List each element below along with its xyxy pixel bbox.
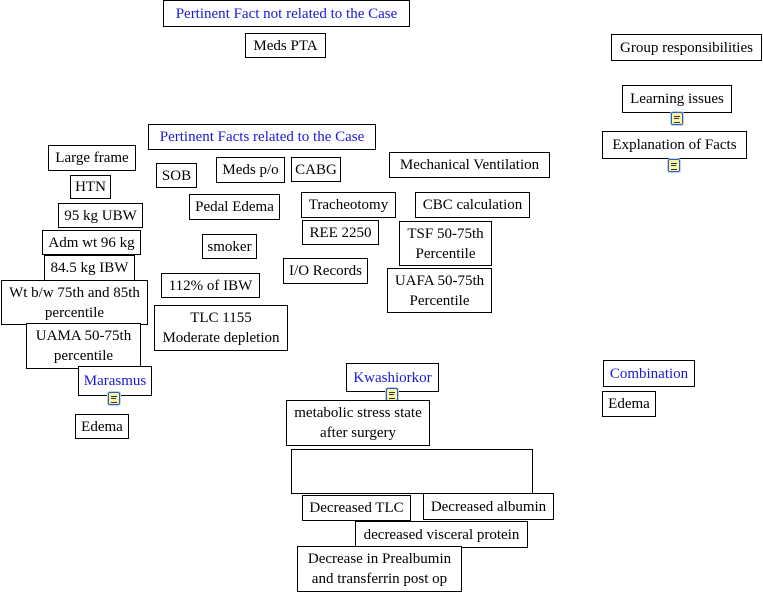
node-edema-right[interactable]: Edema	[602, 391, 656, 417]
node-group-responsibilities[interactable]: Group responsibilities	[611, 34, 762, 61]
node-empty[interactable]	[291, 449, 533, 494]
node-not-related-heading[interactable]: Pertinent Fact not related to the Case	[163, 0, 410, 27]
node-marasmus[interactable]: Marasmus	[78, 366, 152, 396]
node-decrease-prealbumin[interactable]: Decrease in Prealbumin and transferrin p…	[297, 546, 462, 592]
node-pedal-edema[interactable]: Pedal Edema	[189, 194, 280, 220]
node-decreased-tlc[interactable]: Decreased TLC	[302, 495, 411, 521]
node-pct-ibw[interactable]: 112% of IBW	[161, 273, 260, 298]
node-uama[interactable]: UAMA 50-75th percentile	[26, 323, 141, 369]
node-combination[interactable]: Combination	[603, 360, 695, 387]
node-decreased-albumin[interactable]: Decreased albumin	[423, 493, 554, 520]
node-ibw[interactable]: 84.5 kg IBW	[44, 255, 135, 281]
node-uafa[interactable]: UAFA 50-75th Percentile	[387, 268, 492, 313]
node-adm-wt[interactable]: Adm wt 96 kg	[42, 230, 141, 255]
node-learning-issues[interactable]: Learning issues	[622, 85, 732, 113]
node-related-heading[interactable]: Pertinent Facts related to the Case	[148, 124, 376, 150]
node-mechanical-ventilation[interactable]: Mechanical Ventilation	[389, 152, 550, 178]
node-ubw[interactable]: 95 kg UBW	[58, 203, 143, 228]
node-meds-po[interactable]: Meds p/o	[216, 157, 285, 183]
node-io-records[interactable]: I/O Records	[283, 258, 368, 284]
node-smoker[interactable]: smoker	[202, 234, 257, 259]
node-cbc-calculation[interactable]: CBC calculation	[415, 192, 530, 218]
node-ree[interactable]: REE 2250	[302, 220, 379, 245]
node-htn[interactable]: HTN	[70, 175, 111, 199]
node-tlc[interactable]: TLC 1155 Moderate depletion	[154, 305, 288, 351]
node-large-frame[interactable]: Large frame	[48, 145, 136, 171]
node-sob[interactable]: SOB	[156, 163, 197, 188]
note-icon[interactable]	[108, 392, 120, 405]
node-tracheotomy[interactable]: Tracheotomy	[301, 192, 396, 218]
node-metabolic-stress[interactable]: metabolic stress state after surgery	[286, 400, 430, 446]
node-decreased-visceral-protein[interactable]: decreased visceral protein	[355, 521, 528, 548]
note-icon[interactable]	[668, 159, 680, 172]
node-wt-percentile[interactable]: Wt b/w 75th and 85th percentile	[1, 280, 148, 325]
node-cabg[interactable]: CABG	[291, 157, 341, 182]
node-tsf[interactable]: TSF 50-75th Percentile	[399, 221, 492, 266]
node-explanation-of-facts[interactable]: Explanation of Facts	[602, 131, 747, 159]
note-icon[interactable]	[671, 112, 683, 125]
node-edema-left[interactable]: Edema	[75, 414, 129, 439]
node-meds-pta[interactable]: Meds PTA	[245, 33, 326, 58]
